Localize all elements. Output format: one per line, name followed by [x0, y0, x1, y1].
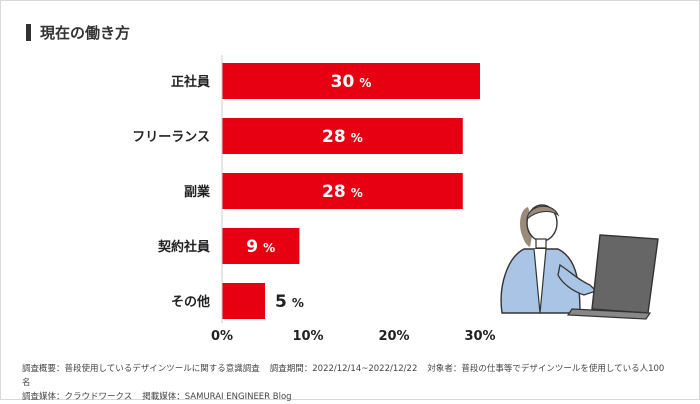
- title-accent-bar: [26, 24, 31, 41]
- bar: [222, 173, 463, 209]
- data-label: 30%: [331, 72, 372, 92]
- data-label: 28%: [322, 127, 363, 147]
- bar: [222, 228, 300, 264]
- category-label: 契約社員: [157, 239, 210, 255]
- category-label: その他: [171, 294, 210, 310]
- chart-title: 現在の働き方: [40, 24, 131, 42]
- data-label: 28%: [322, 182, 363, 202]
- bar: [222, 283, 265, 319]
- bar-chart: 正社員 30 % フリーランス 28 % 副業 28 % 契約社員 9 % その他 5 % 0% 10% 20% 3…: [132, 55, 496, 344]
- survey-publisher: 掲載媒体：SAMURAI ENGINEER Blog: [142, 392, 292, 402]
- bar: [222, 63, 480, 99]
- x-tick-label: 10%: [292, 329, 323, 344]
- survey-medium: 調査媒体：クラウドワークス: [22, 392, 133, 402]
- survey-period: 調査期間：2022/12/14~2022/12/22: [269, 364, 418, 374]
- category-label: フリーランス: [132, 130, 210, 145]
- survey-summary: 調査概要：普段使用しているデザインツールに関する意識調査: [22, 364, 260, 374]
- data-label: 9%: [246, 237, 275, 257]
- x-tick-label: 20%: [378, 329, 409, 344]
- x-tick-label: 30%: [464, 329, 495, 344]
- x-tick-label: 0%: [211, 329, 233, 344]
- survey-target: 対象者：普段の仕事等でデザインツールを使用している人100名: [22, 364, 665, 388]
- woman-with-laptop-illustration: [500, 204, 659, 320]
- data-label: 5%: [275, 292, 304, 312]
- category-label: 副業: [184, 184, 211, 200]
- bar: [222, 118, 463, 154]
- survey-notes: 調査概要：普段使用しているデザインツールに関する意識調査 調査期間：2022/12…: [22, 362, 682, 404]
- category-label: 正社員: [171, 74, 210, 90]
